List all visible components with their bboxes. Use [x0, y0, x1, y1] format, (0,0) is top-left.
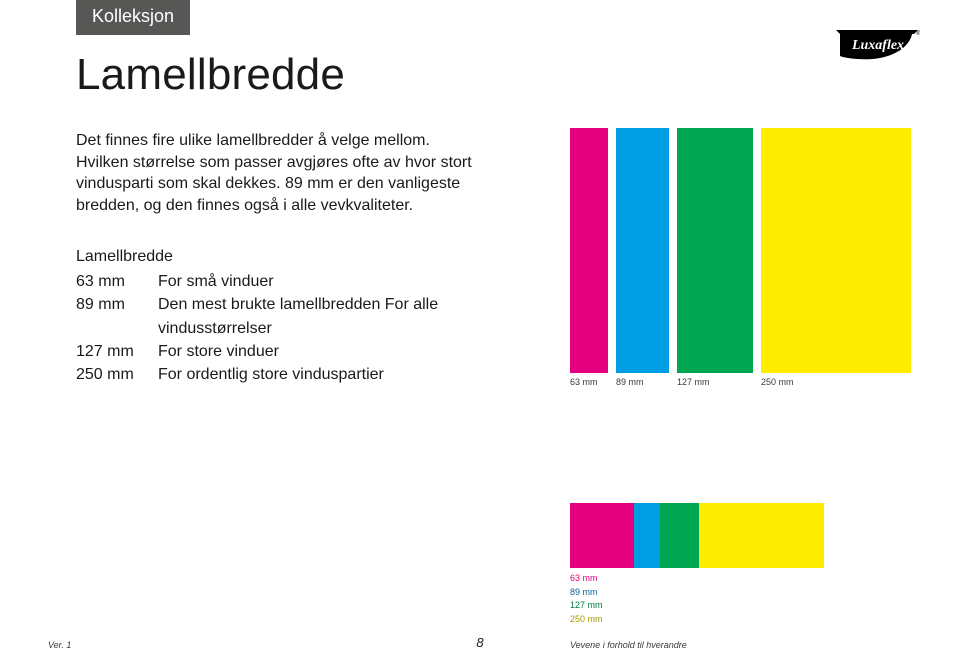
desc-cell: For store vinduer [158, 340, 496, 363]
size-cell: 127 mm [76, 340, 158, 363]
luxaflex-logo: Luxaflex ® [834, 28, 920, 68]
page-title: Lamellbredde [76, 50, 345, 100]
width-bars-chart: 63 mm 89 mm 127 mm 250 mm [570, 128, 910, 393]
table-row: 250 mmFor ordentlig store vinduspartier [76, 363, 496, 386]
size-cell: 89 mm [76, 293, 158, 339]
width-bar [616, 128, 669, 373]
width-bar [570, 128, 608, 373]
width-overlay-chart: 63 mm89 mm127 mm250 mm [570, 503, 824, 626]
width-bar [761, 128, 911, 373]
size-table: Lamellbredde 63 mmFor små vinduer89 mmDe… [76, 245, 496, 386]
page-number: 8 [476, 635, 483, 650]
overlay-label: 63 mm [570, 572, 824, 586]
width-bar-label: 127 mm [677, 377, 710, 387]
section-tab-label: Kolleksjon [92, 6, 174, 26]
table-row: 127 mmFor store vinduer [76, 340, 496, 363]
size-cell: 250 mm [76, 363, 158, 386]
size-table-heading: Lamellbredde [76, 245, 496, 268]
svg-text:Luxaflex: Luxaflex [851, 38, 904, 53]
table-row: 63 mmFor små vinduer [76, 270, 496, 293]
desc-cell: For små vinduer [158, 270, 496, 293]
table-row: 89 mmDen mest brukte lamellbredden For a… [76, 293, 496, 339]
width-bar-label: 250 mm [761, 377, 794, 387]
overlay-label: 127 mm [570, 599, 824, 613]
width-bar [677, 128, 753, 373]
overlay-label: 250 mm [570, 613, 824, 627]
intro-paragraph: Det finnes fire ulike lamellbredder å ve… [76, 130, 476, 216]
desc-cell: For ordentlig store vinduspartier [158, 363, 496, 386]
overlay-chart-caption: Vevene i forhold til hverandre [570, 640, 687, 650]
desc-cell: Den mest brukte lamellbredden For alle v… [158, 293, 496, 339]
overlay-label: 89 mm [570, 586, 824, 600]
width-bar-label: 63 mm [570, 377, 598, 387]
section-tab: Kolleksjon [76, 0, 190, 35]
svg-text:®: ® [916, 30, 920, 37]
size-cell: 63 mm [76, 270, 158, 293]
version-label: Ver. 1 [48, 640, 71, 650]
overlay-rect [570, 503, 634, 568]
width-bar-label: 89 mm [616, 377, 644, 387]
